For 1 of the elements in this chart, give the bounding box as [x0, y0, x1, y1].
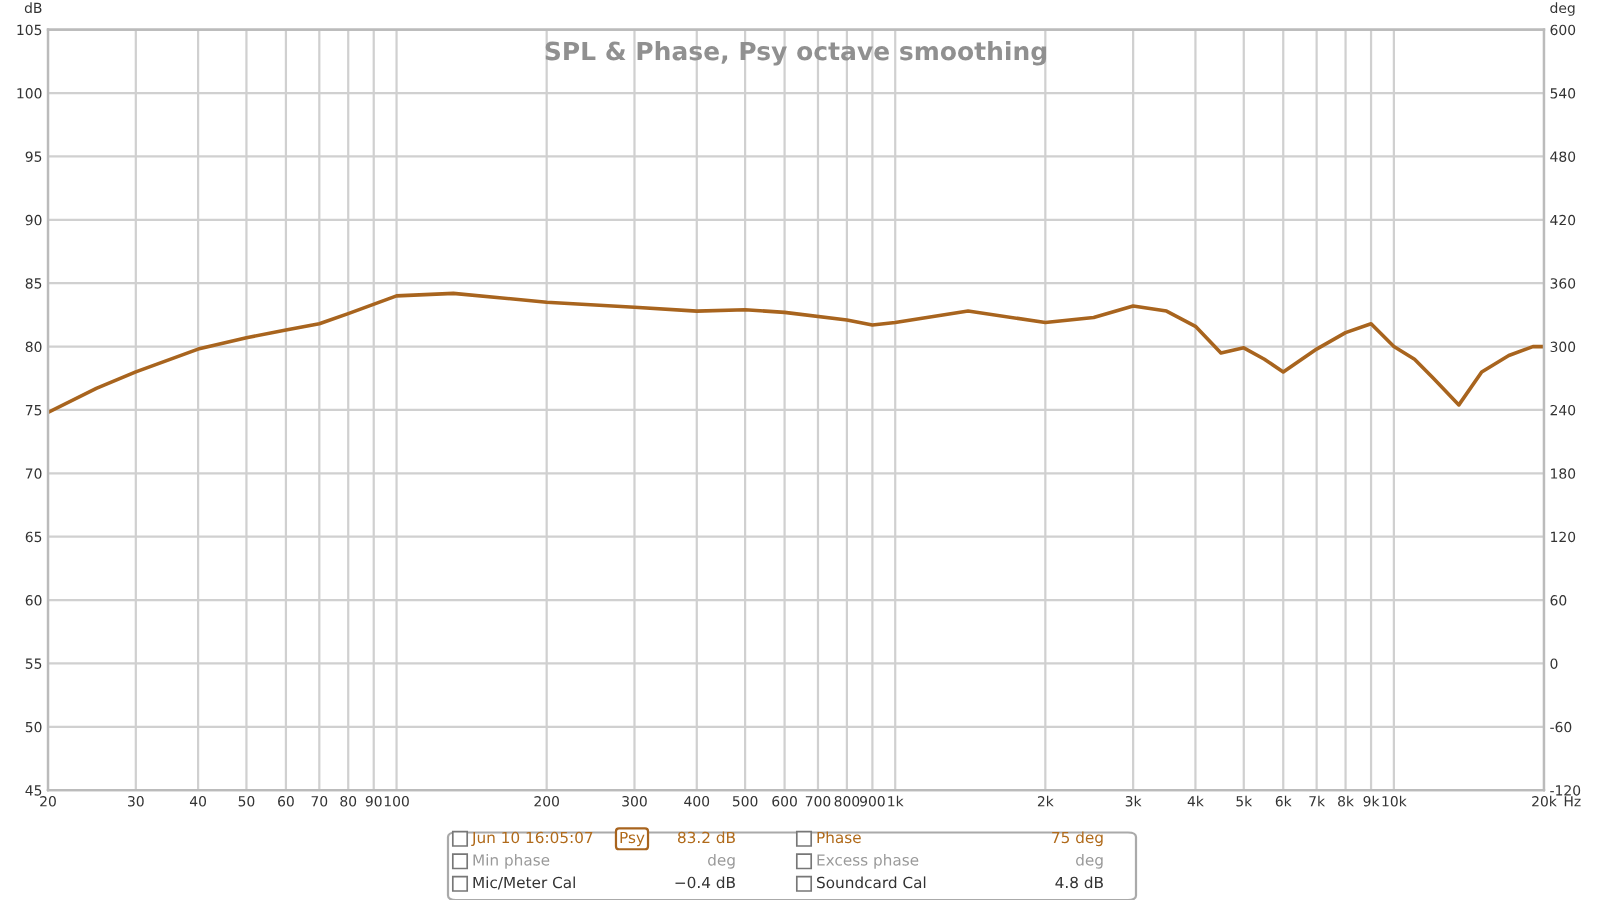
- chart-title: SPL & Phase, Psy octave smoothing: [545, 41, 1047, 66]
